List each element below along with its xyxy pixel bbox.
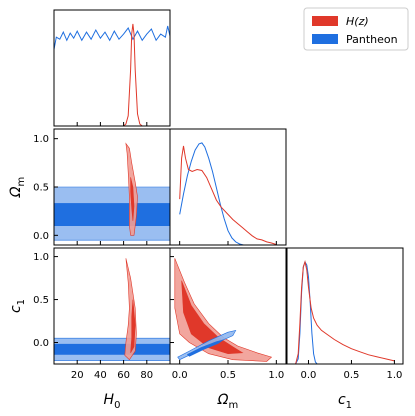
xtick-label-H0: 80 [140, 370, 153, 381]
xtick-label-Om: 1.0 [268, 370, 284, 381]
panel-frame-0-0 [53, 9, 171, 127]
ytick-label-c1: 0.5 [33, 295, 49, 306]
xtick-label-c1: 0.5 [343, 370, 359, 381]
contour-Om_vs_H0 [54, 142, 170, 241]
legend-swatch-hz [312, 16, 338, 26]
ytick-label-c1: 0.0 [33, 338, 49, 349]
contour-c1_vs_H0-hz-inner [130, 299, 136, 353]
xaxis-label-Om: Ωm [217, 392, 238, 411]
xtick-label-H0: 60 [117, 370, 130, 381]
xtick-label-Om: 0.0 [172, 370, 188, 381]
ytick-label-Om: 1.0 [33, 134, 49, 145]
contour-c1_vs_H0-pantheon-inner [54, 343, 170, 355]
ytick-label-Om: 0.5 [33, 183, 49, 194]
xaxis-label-c1: c1 [338, 392, 352, 411]
axis-labels: H0 Ωm c1 Ωm c1 [8, 177, 352, 411]
marginal-c1-pantheon-line [295, 260, 318, 364]
marginal-Om [179, 142, 277, 245]
panel-frame-1-1 [169, 128, 287, 246]
xtick-label-c1: 0.0 [301, 370, 317, 381]
marginal-H0-pantheon-line [54, 25, 170, 50]
yaxis-label-Om: Ωm [8, 177, 27, 198]
contour-c1_vs_Om-hz-inner [181, 280, 244, 355]
legend-label-pantheon: Pantheon [346, 33, 398, 46]
contour-c1_vs_H0 [54, 258, 170, 361]
ytick-label-c1: 1.0 [33, 252, 49, 263]
panel-frame-2-2 [286, 247, 404, 365]
marginal-Om-pantheon-line [179, 142, 244, 245]
xaxis-label-H0: H0 [104, 392, 121, 411]
marginal-c1-hz-line [295, 260, 395, 364]
legend-swatch-pantheon [312, 34, 338, 44]
panels [53, 9, 404, 365]
marginal-H0 [54, 23, 170, 126]
xtick-label-H0: 20 [71, 370, 84, 381]
axis-ticks: 0.0 0.5 1.0 20 40 60 80 0.0 0.5 1.0 0.0 0.5 1.0 0.0 0.… [33, 122, 402, 381]
legend-label-hz: H(z) [346, 15, 369, 28]
contour-Om_vs_H0-hz-inner [130, 177, 135, 221]
yaxis-label-c1: c1 [8, 299, 27, 313]
xtick-label-H0: 40 [94, 370, 107, 381]
contour-c1_vs_H0-hz-outer [124, 258, 137, 361]
marginal-H0-hz-line [123, 23, 143, 126]
xtick-label-c1: 1.0 [386, 370, 402, 381]
legend: H(z) Pantheon [303, 7, 409, 51]
marginal-c1 [295, 260, 395, 364]
contour-Om_vs_H0-pantheon-inner [54, 203, 170, 226]
marginal-Om-hz-line [179, 145, 277, 245]
contour-c1_vs_Om-pantheon-inner [186, 339, 224, 357]
ytick-label-Om: 0.0 [33, 231, 49, 242]
xtick-label-Om: 0.5 [220, 370, 236, 381]
contour-c1_vs_Om [174, 258, 273, 362]
